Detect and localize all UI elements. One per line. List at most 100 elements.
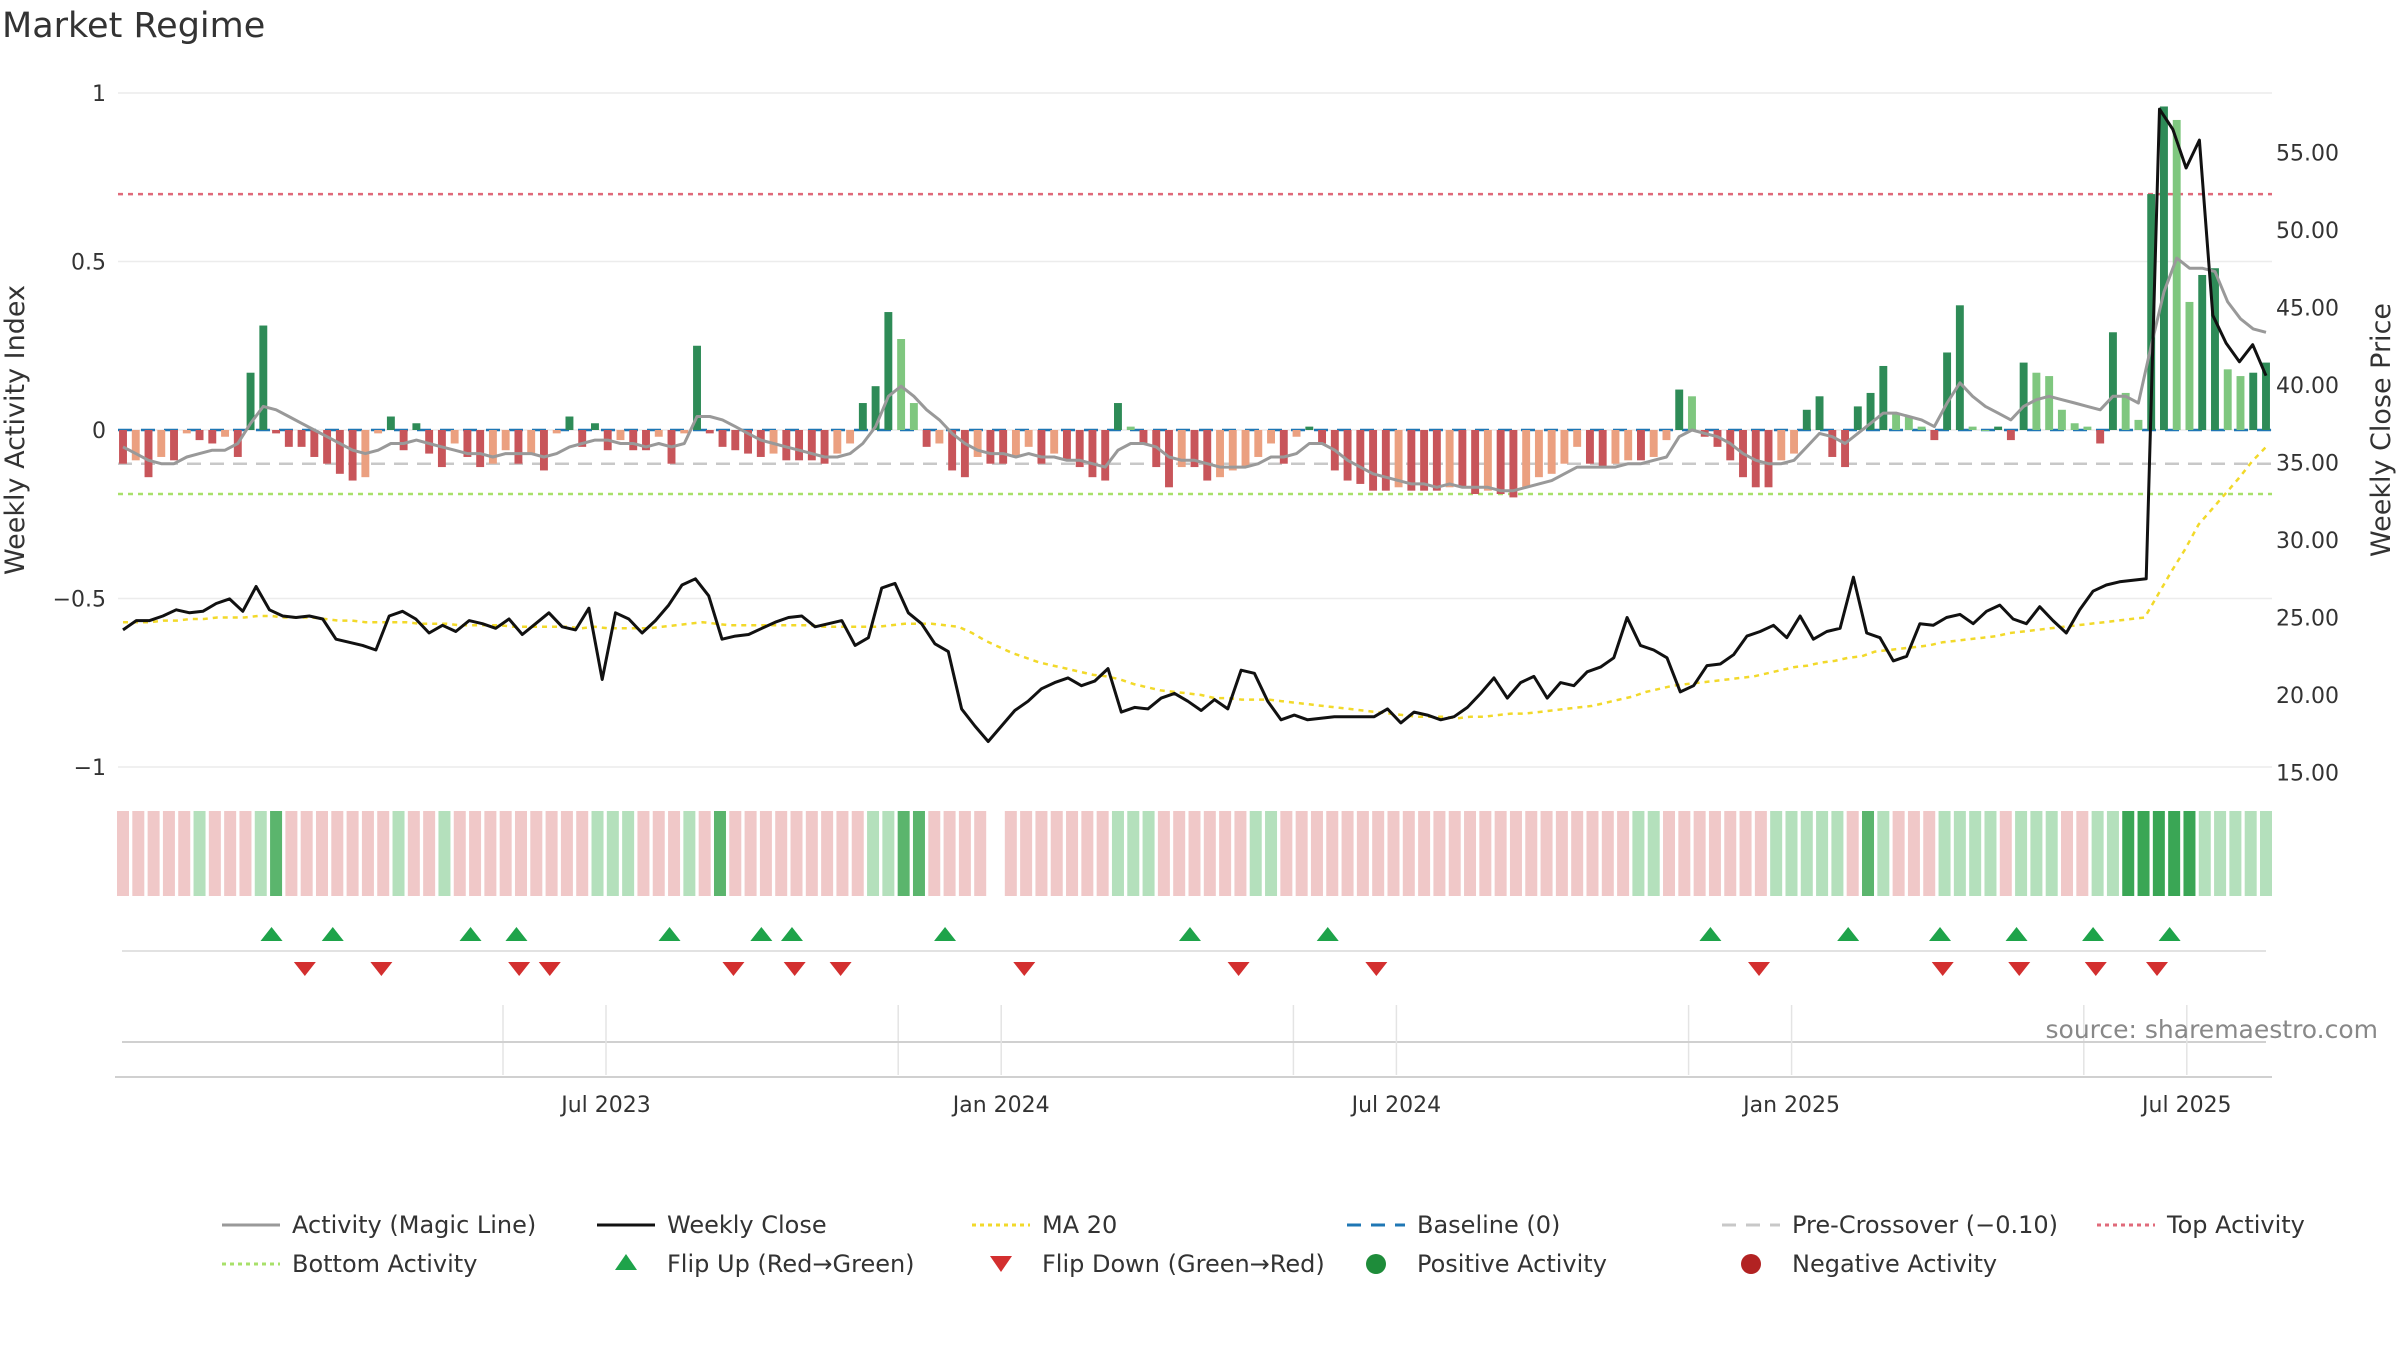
activity-bar: [2045, 376, 2054, 430]
flip-down-marker: [2084, 962, 2107, 976]
activity-bar: [1879, 365, 1888, 430]
activity-bar: [1458, 430, 1467, 488]
activity-bar: [1190, 430, 1199, 468]
activity-bar: [157, 430, 166, 457]
flip-down-marker: [1013, 962, 1036, 976]
regime-cell: [300, 811, 313, 896]
activity-bar: [820, 430, 829, 464]
activity-bar: [170, 430, 178, 461]
activity-bar: [246, 372, 255, 430]
y-tick-label: −0.5: [53, 588, 106, 613]
regime-cell: [683, 811, 696, 896]
activity-bar: [1165, 430, 1173, 488]
flip-down-marker: [829, 962, 852, 976]
regime-cell: [606, 811, 619, 896]
regime-cell: [1999, 811, 2012, 896]
activity-bar: [1637, 430, 1645, 461]
grid-layer: [118, 92, 2272, 1075]
activity-bar: [221, 430, 230, 437]
flip-down-marker: [2146, 962, 2169, 976]
regime-cell: [1479, 811, 1492, 896]
regime-cell: [698, 811, 711, 896]
regime-cell: [453, 811, 466, 896]
activity-bar: [2134, 419, 2143, 430]
regime-cell: [713, 811, 726, 896]
legend-label: Flip Down (Green→Red): [1042, 1250, 1325, 1278]
activity-bar: [909, 403, 918, 430]
legend-label: Flip Up (Red→Green): [667, 1250, 915, 1278]
activity-bar: [1177, 430, 1186, 468]
regime-cell: [1249, 811, 1262, 896]
activity-bar: [2006, 430, 2015, 441]
regime-cell: [1632, 811, 1645, 896]
regime-cell: [361, 811, 374, 896]
activity-bar: [1764, 430, 1773, 488]
activity-bar: [1369, 430, 1378, 491]
x-tick-label: Jul 2023: [559, 1093, 651, 1118]
activity-bar: [769, 430, 778, 454]
activity-bar: [131, 430, 140, 461]
activity-bar: [119, 430, 127, 464]
activity-bar: [680, 430, 689, 434]
activity-bar: [693, 345, 701, 430]
regime-cell: [1907, 811, 1920, 896]
regime-cell: [1586, 811, 1599, 896]
activity-bar: [1981, 430, 1990, 431]
activity-bar: [1955, 305, 1964, 430]
activity-bar: [2057, 409, 2066, 430]
activity-bar: [1560, 430, 1569, 464]
x-tick-label: Jan 2024: [951, 1093, 1050, 1118]
regime-cell: [897, 811, 910, 896]
regime-cell: [2152, 811, 2165, 896]
source-text: source: sharemaestro.com: [2046, 1015, 2379, 1044]
regime-cell: [2106, 811, 2119, 896]
regime-cell: [208, 811, 221, 896]
regime-cell: [1433, 811, 1446, 896]
regime-cell: [1724, 811, 1737, 896]
legend-swatch: [990, 1256, 1012, 1272]
regime-cell: [1157, 811, 1170, 896]
flip-down-marker: [1227, 962, 1250, 976]
activity-bar: [744, 430, 752, 454]
regime-cell: [928, 811, 941, 896]
regime-cell: [162, 811, 175, 896]
flip-down-marker: [1931, 962, 1954, 976]
regime-cell: [1050, 811, 1063, 896]
activity-bar: [999, 430, 1008, 464]
flip-up-marker: [1837, 927, 1860, 941]
regime-cell: [2214, 811, 2227, 896]
activity-bar: [1713, 430, 1722, 447]
regime-cell: [1142, 811, 1155, 896]
regime-cell: [1081, 811, 1094, 896]
regime-cell: [1280, 811, 1293, 896]
regime-band: [117, 811, 2272, 896]
legend-swatch: [615, 1254, 637, 1270]
activity-bar: [488, 430, 497, 464]
flip-down-marker: [1365, 962, 1388, 976]
flip-up-marker: [1929, 927, 1952, 941]
regime-cell: [2122, 811, 2135, 896]
regime-cell: [1540, 811, 1553, 896]
regime-cell: [1617, 811, 1630, 896]
regime-cell: [744, 811, 757, 896]
activity-bar: [1802, 409, 1811, 430]
activity-bar: [1356, 430, 1365, 484]
activity-bar: [1496, 430, 1505, 495]
activity-bar: [2019, 362, 2028, 430]
flip-up-marker: [780, 927, 803, 941]
activity-bar: [1853, 406, 1862, 430]
regime-cell: [239, 811, 252, 896]
regime-cell: [1096, 811, 1109, 896]
legend-swatch: [1366, 1254, 1386, 1274]
magic-line: [122, 256, 2267, 493]
y-axis-label: Weekly Activity Index: [0, 285, 31, 575]
regime-cell: [560, 811, 573, 896]
activity-bar: [1573, 430, 1582, 447]
activity-bar: [2185, 301, 2194, 430]
regime-cell: [790, 811, 803, 896]
regime-cell: [1525, 811, 1538, 896]
activity-bar: [986, 430, 995, 464]
flip-markers: [122, 927, 2266, 976]
regime-cell: [285, 811, 298, 896]
